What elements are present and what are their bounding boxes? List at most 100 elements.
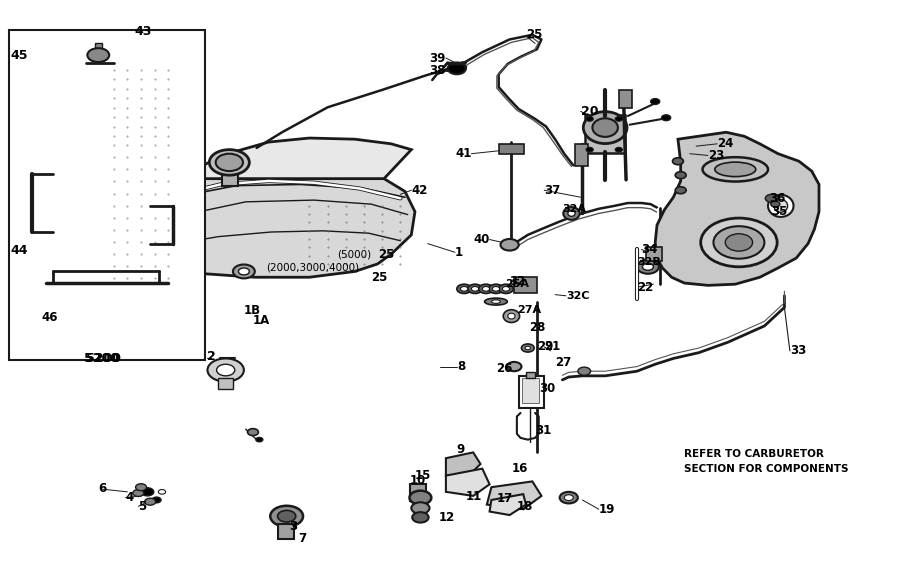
- Bar: [95, 44, 102, 58]
- Circle shape: [217, 364, 235, 376]
- Circle shape: [136, 484, 147, 491]
- Ellipse shape: [563, 207, 580, 220]
- Text: 11: 11: [466, 490, 482, 503]
- Text: 2: 2: [207, 350, 217, 363]
- Text: 30: 30: [539, 382, 555, 395]
- Bar: [499, 144, 524, 154]
- Circle shape: [278, 510, 296, 522]
- Bar: [575, 144, 588, 166]
- Circle shape: [141, 488, 154, 496]
- Bar: [9, 30, 205, 360]
- Text: 36: 36: [769, 192, 785, 205]
- Circle shape: [460, 287, 468, 291]
- Circle shape: [675, 172, 686, 179]
- Text: REFER TO CARBURETOR: REFER TO CARBURETOR: [684, 448, 824, 459]
- Circle shape: [578, 367, 591, 375]
- Polygon shape: [32, 44, 182, 63]
- Ellipse shape: [503, 310, 520, 322]
- Circle shape: [248, 429, 258, 436]
- Text: 45: 45: [11, 49, 28, 61]
- Bar: [585, 115, 625, 153]
- Circle shape: [216, 154, 243, 171]
- Circle shape: [675, 187, 686, 194]
- Text: 10: 10: [410, 474, 426, 487]
- Bar: [410, 484, 426, 501]
- Text: 4: 4: [126, 491, 134, 504]
- Polygon shape: [655, 132, 819, 285]
- Text: 3: 3: [289, 520, 298, 533]
- Circle shape: [233, 264, 255, 278]
- Text: 27A: 27A: [517, 305, 541, 316]
- Text: 39: 39: [430, 52, 446, 64]
- Text: 1B: 1B: [244, 304, 261, 317]
- Polygon shape: [446, 452, 480, 476]
- Circle shape: [209, 150, 249, 175]
- Polygon shape: [132, 179, 415, 277]
- Text: 1: 1: [455, 246, 463, 259]
- Text: 38: 38: [430, 64, 446, 77]
- Circle shape: [560, 492, 578, 503]
- Text: 32B: 32B: [637, 257, 661, 267]
- Bar: [218, 378, 233, 389]
- Text: 41: 41: [455, 147, 471, 160]
- Circle shape: [662, 115, 671, 121]
- Text: 25: 25: [371, 271, 388, 284]
- Text: 43: 43: [135, 26, 152, 38]
- Text: 32C: 32C: [566, 291, 590, 301]
- Circle shape: [564, 495, 573, 501]
- Text: 28: 28: [530, 321, 546, 334]
- Text: 7: 7: [298, 532, 307, 545]
- Text: 32A: 32A: [562, 204, 586, 214]
- Circle shape: [270, 506, 303, 527]
- Text: 21: 21: [544, 340, 561, 353]
- Circle shape: [479, 284, 493, 293]
- Circle shape: [492, 287, 500, 291]
- Circle shape: [158, 490, 166, 494]
- Text: (5000): (5000): [337, 249, 371, 259]
- Circle shape: [471, 287, 479, 291]
- Text: 31: 31: [535, 425, 551, 437]
- Circle shape: [525, 346, 531, 350]
- Text: 17: 17: [497, 492, 513, 505]
- Circle shape: [672, 158, 683, 165]
- Text: 27: 27: [555, 356, 571, 369]
- Ellipse shape: [715, 162, 756, 176]
- Circle shape: [507, 362, 521, 371]
- Circle shape: [586, 147, 593, 152]
- Text: 23: 23: [708, 149, 724, 162]
- Circle shape: [701, 218, 777, 267]
- Bar: [278, 524, 294, 539]
- Text: 44: 44: [11, 244, 28, 257]
- Polygon shape: [175, 138, 411, 179]
- Text: 1A: 1A: [253, 314, 270, 327]
- Polygon shape: [487, 481, 541, 509]
- Ellipse shape: [592, 118, 618, 137]
- Polygon shape: [32, 63, 173, 283]
- Bar: [522, 378, 539, 403]
- Circle shape: [482, 287, 490, 291]
- Circle shape: [637, 260, 659, 274]
- Circle shape: [448, 63, 466, 74]
- Circle shape: [586, 117, 593, 121]
- Text: 18: 18: [517, 500, 533, 513]
- Text: 29: 29: [537, 340, 553, 353]
- Circle shape: [489, 284, 503, 293]
- Ellipse shape: [491, 300, 501, 303]
- Circle shape: [207, 358, 244, 382]
- Circle shape: [765, 194, 778, 202]
- Bar: [519, 376, 544, 408]
- Text: 35: 35: [772, 205, 788, 218]
- Circle shape: [651, 99, 660, 104]
- Ellipse shape: [703, 157, 768, 182]
- Circle shape: [152, 497, 161, 503]
- Ellipse shape: [508, 313, 515, 319]
- Circle shape: [145, 498, 156, 505]
- Text: 16: 16: [511, 462, 528, 475]
- Text: 6: 6: [98, 483, 106, 495]
- Circle shape: [238, 268, 249, 275]
- Text: 32: 32: [510, 275, 526, 288]
- Text: 42: 42: [411, 184, 428, 197]
- Text: 19: 19: [599, 503, 615, 516]
- Circle shape: [713, 226, 764, 259]
- Bar: [222, 162, 238, 186]
